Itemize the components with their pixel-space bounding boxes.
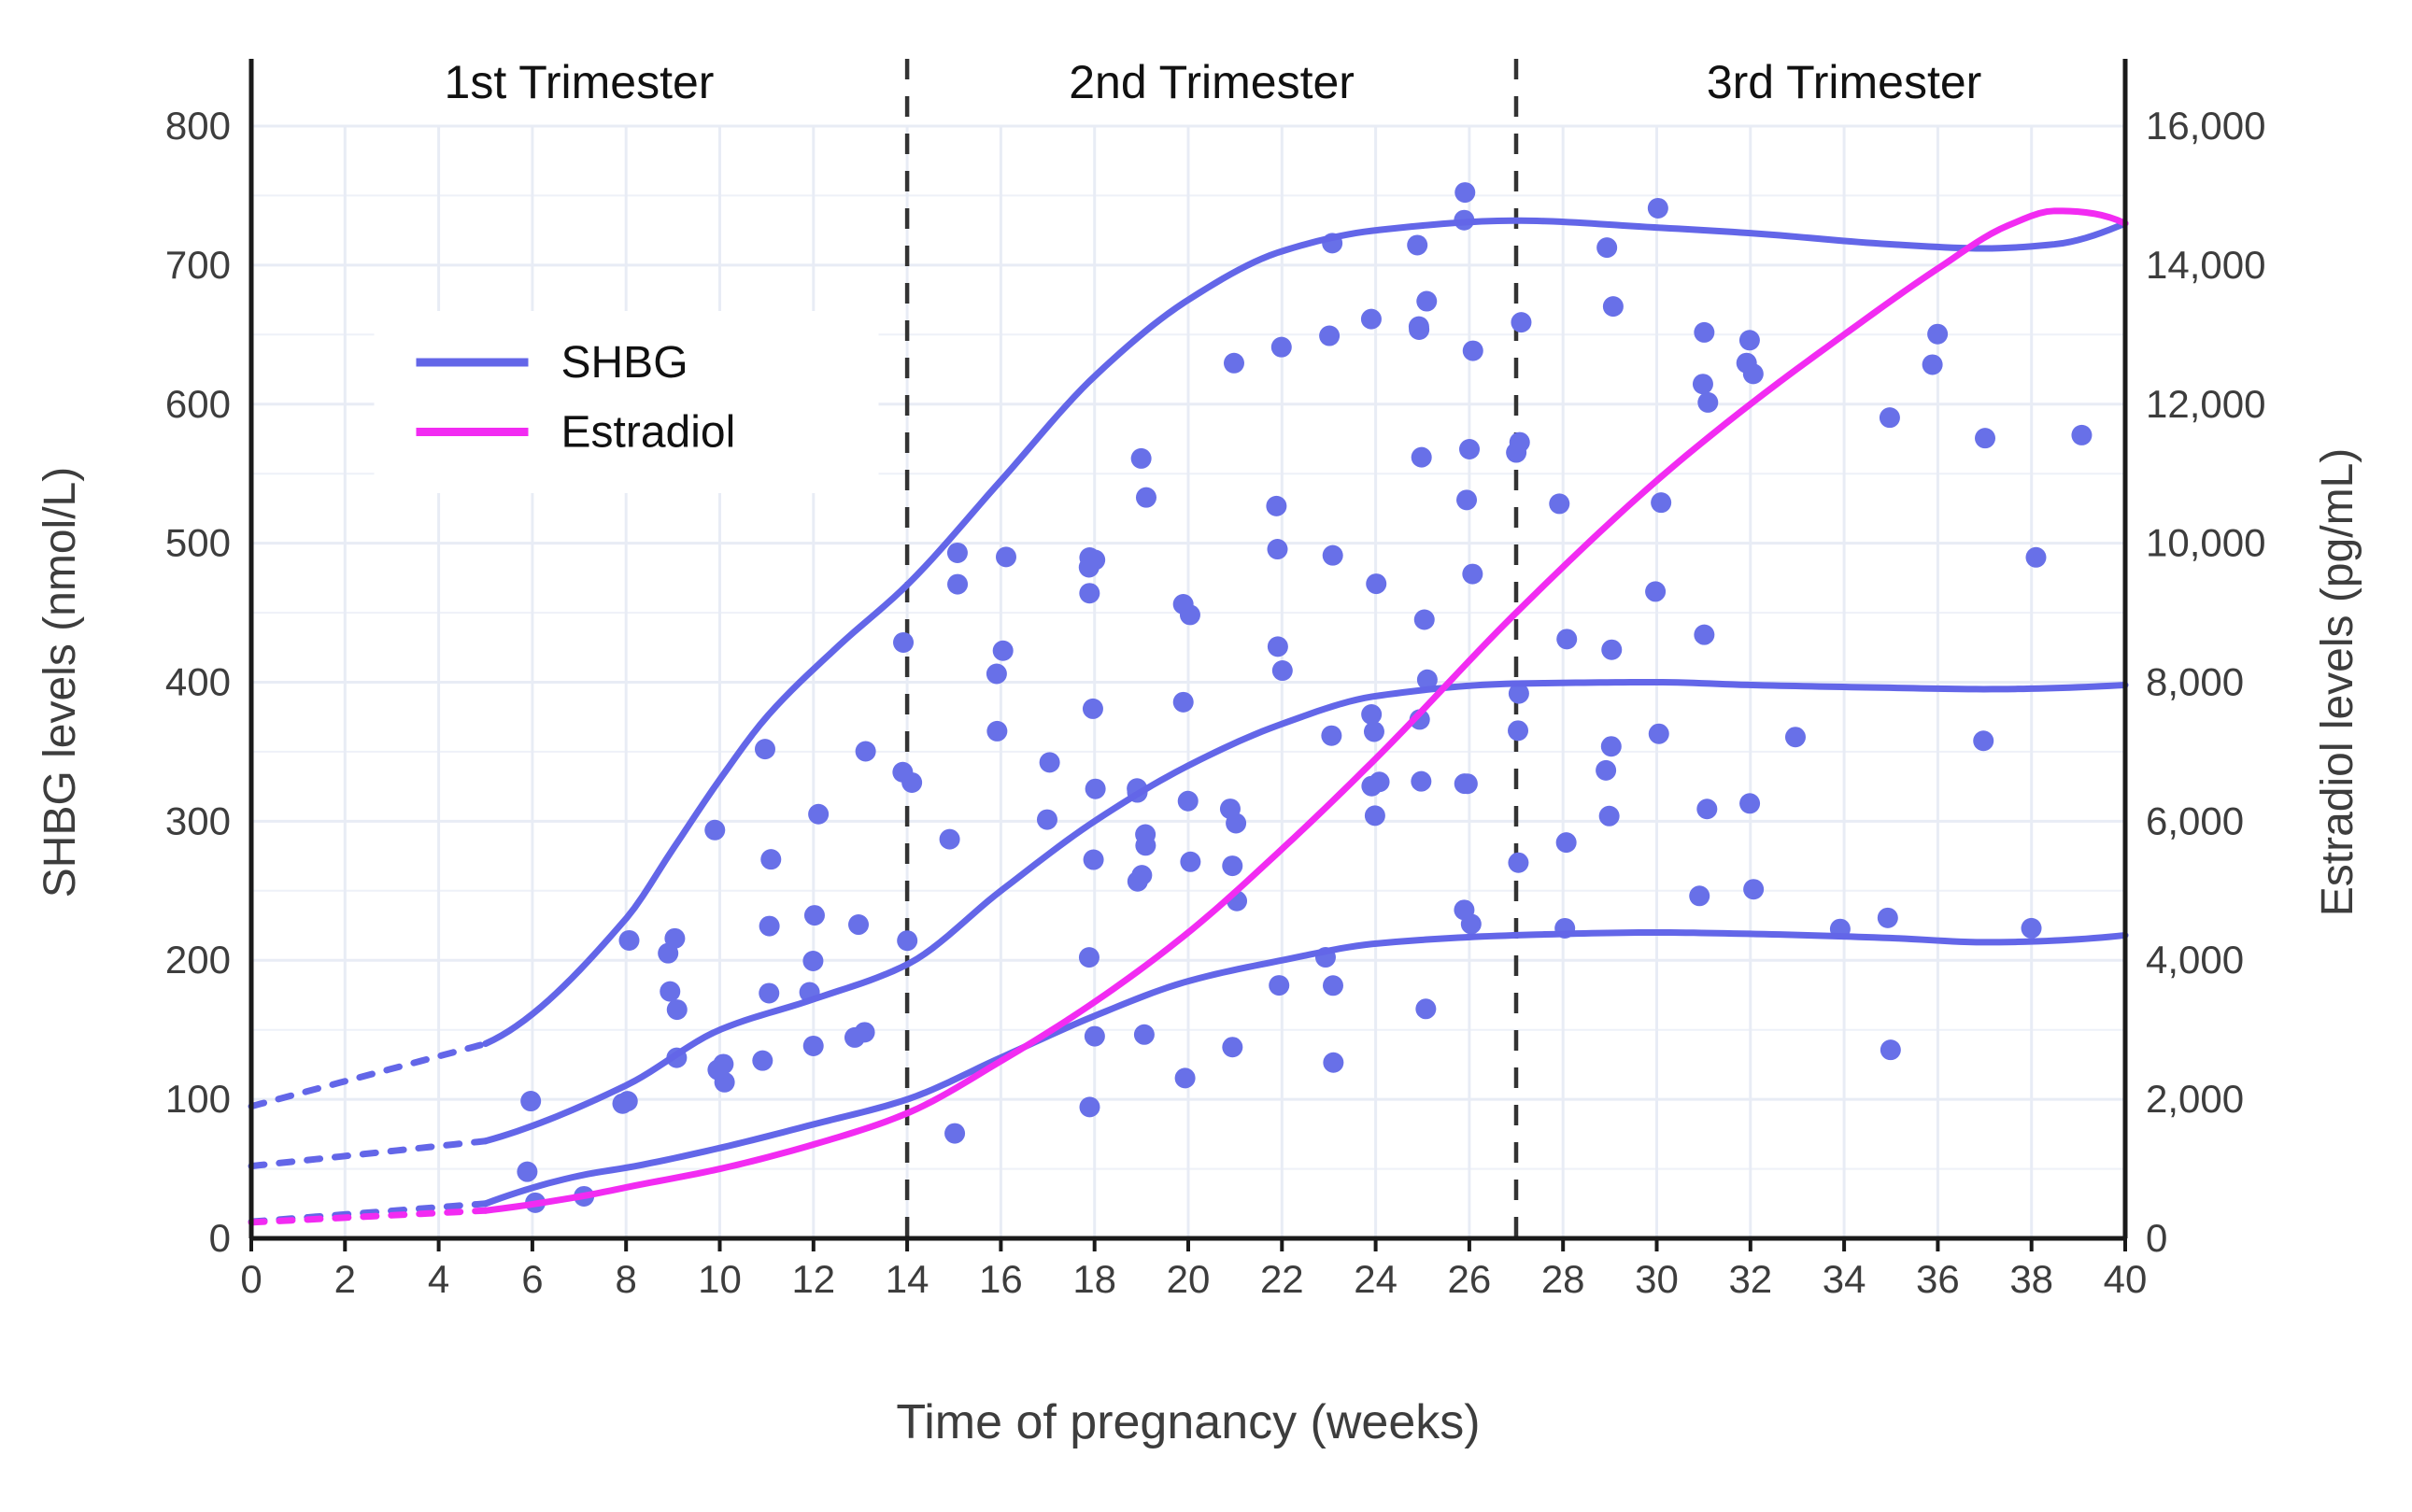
svg-text:300: 300 [165, 798, 231, 842]
svg-text:Time of pregnancy (weeks): Time of pregnancy (weeks) [896, 1395, 1480, 1449]
svg-text:3rd Trimester: 3rd Trimester [1707, 56, 1982, 108]
svg-text:18: 18 [1072, 1257, 1116, 1301]
svg-text:6: 6 [521, 1257, 543, 1301]
svg-text:800: 800 [165, 104, 231, 148]
svg-text:2nd Trimester: 2nd Trimester [1069, 56, 1355, 108]
svg-text:14,000: 14,000 [2146, 243, 2265, 287]
svg-text:0: 0 [2146, 1216, 2167, 1260]
svg-text:20: 20 [1167, 1257, 1211, 1301]
svg-text:36: 36 [1916, 1257, 1960, 1301]
svg-text:10: 10 [698, 1257, 742, 1301]
svg-text:12,000: 12,000 [2146, 382, 2265, 426]
svg-text:32: 32 [1728, 1257, 1772, 1301]
svg-text:22: 22 [1260, 1257, 1304, 1301]
svg-text:700: 700 [165, 243, 231, 287]
svg-text:0: 0 [209, 1216, 231, 1260]
svg-text:8,000: 8,000 [2146, 660, 2244, 704]
svg-text:200: 200 [165, 938, 231, 982]
svg-text:16: 16 [979, 1257, 1023, 1301]
svg-text:0: 0 [240, 1257, 262, 1301]
svg-text:100: 100 [165, 1077, 231, 1121]
svg-text:4,000: 4,000 [2146, 938, 2244, 982]
svg-text:2,000: 2,000 [2146, 1077, 2244, 1121]
svg-text:6,000: 6,000 [2146, 798, 2244, 842]
svg-text:4: 4 [428, 1257, 449, 1301]
svg-text:500: 500 [165, 521, 231, 565]
svg-text:1st Trimester: 1st Trimester [445, 56, 715, 108]
svg-text:SHBG: SHBG [561, 338, 688, 388]
svg-text:24: 24 [1354, 1257, 1398, 1301]
svg-text:SHBG levels (nmol/L): SHBG levels (nmol/L) [35, 467, 85, 897]
svg-text:16,000: 16,000 [2146, 104, 2265, 148]
svg-text:40: 40 [2104, 1257, 2148, 1301]
svg-text:Estradiol: Estradiol [561, 408, 736, 458]
svg-text:14: 14 [886, 1257, 929, 1301]
svg-text:2: 2 [334, 1257, 356, 1301]
svg-text:8: 8 [616, 1257, 637, 1301]
svg-text:34: 34 [1823, 1257, 1866, 1301]
svg-text:10,000: 10,000 [2146, 521, 2265, 565]
svg-text:26: 26 [1448, 1257, 1492, 1301]
svg-text:600: 600 [165, 382, 231, 426]
svg-text:400: 400 [165, 660, 231, 704]
svg-text:38: 38 [2009, 1257, 2053, 1301]
svg-text:12: 12 [791, 1257, 835, 1301]
svg-text:30: 30 [1635, 1257, 1679, 1301]
svg-text:Estradiol levels (pg/mL): Estradiol levels (pg/mL) [2313, 448, 2362, 917]
svg-text:28: 28 [1541, 1257, 1585, 1301]
